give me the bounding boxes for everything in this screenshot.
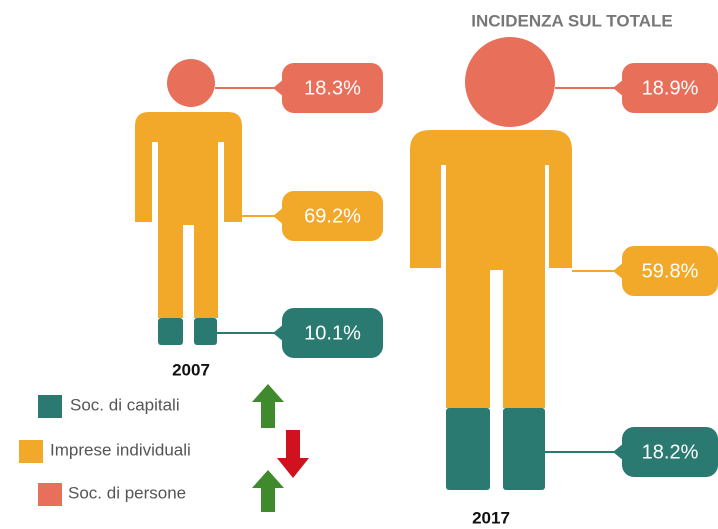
callout-pointer (613, 262, 624, 280)
callout (622, 63, 718, 113)
leg (194, 318, 217, 345)
callout-pointer (613, 443, 624, 461)
value-label: 59.8% (642, 260, 699, 282)
callout (622, 427, 718, 477)
x-label: 2007 (172, 360, 210, 379)
legs (446, 408, 545, 490)
subtitle: INCIDENZA SUL TOTALE (471, 11, 673, 30)
value-label: 18.2% (642, 441, 699, 463)
legend-label: Soc. di capitali (70, 395, 180, 414)
leg (503, 408, 545, 490)
value-label: 18.3% (304, 77, 361, 99)
head (465, 37, 555, 127)
callout (282, 191, 383, 241)
leg (158, 318, 183, 345)
value-label: 10.1% (304, 322, 361, 344)
callout (282, 63, 383, 113)
legs (158, 318, 217, 345)
leg (446, 408, 490, 490)
body (135, 112, 242, 318)
arrow-down (277, 430, 309, 478)
callout-pointer (273, 207, 284, 225)
callout (282, 308, 383, 358)
legend-swatch (38, 483, 62, 506)
x-label: 2017 (472, 508, 510, 527)
body (410, 130, 572, 408)
value-label: 69.2% (304, 205, 361, 227)
arrow-up (252, 384, 284, 428)
legend-swatch (38, 395, 62, 418)
legend-swatch (19, 440, 43, 463)
callout (622, 246, 718, 296)
head (167, 59, 215, 107)
callout-pointer (273, 79, 284, 97)
callout-pointer (613, 79, 624, 97)
arrow-up (252, 470, 284, 512)
legend-label: Soc. di persone (68, 483, 186, 502)
value-label: 18.9% (642, 77, 699, 99)
legend-label: Imprese individuali (50, 440, 191, 459)
callout-pointer (273, 324, 284, 342)
